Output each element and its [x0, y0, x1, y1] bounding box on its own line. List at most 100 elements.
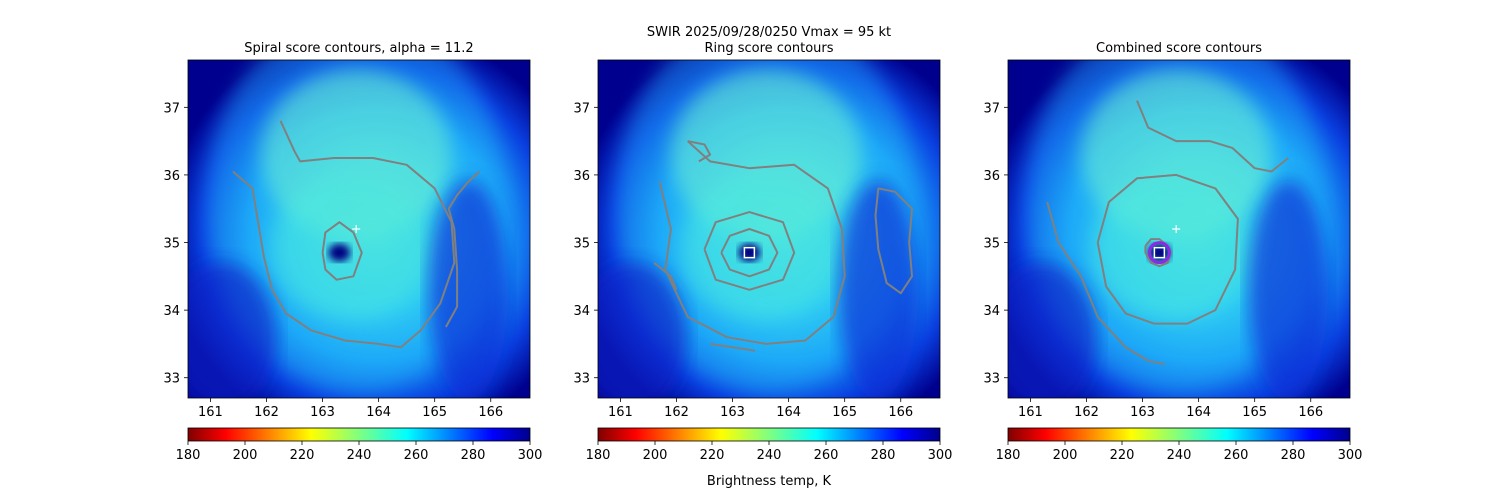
y-tick-label: 37 [983, 101, 1000, 116]
x-tick-label: 166 [1298, 405, 1323, 420]
satellite-image [598, 60, 940, 398]
x-tick-label: 163 [720, 405, 745, 420]
x-tick-label: 161 [198, 405, 223, 420]
center-box-marker [743, 246, 756, 259]
contour-group [232, 120, 481, 349]
colorbar-tick-label: 260 [814, 448, 839, 463]
colorbar-tick-label: 200 [1053, 448, 1078, 463]
score-contour-5 [687, 140, 712, 163]
colorbar-tick-label: 300 [518, 448, 543, 463]
colorbar [1007, 427, 1351, 442]
y-tick-label: 35 [983, 237, 1000, 252]
core-cold-tops [1090, 179, 1251, 320]
east-dry-slot [1248, 179, 1329, 398]
y-tick-label: 34 [983, 304, 1000, 319]
colorbar [187, 427, 531, 442]
satellite-image [1008, 60, 1350, 398]
y-tick-label: 36 [983, 169, 1000, 184]
score-contour-6 [653, 262, 678, 291]
score-contour-2 [703, 211, 796, 291]
axes-frame [597, 59, 941, 399]
y-tick-label: 33 [163, 372, 180, 387]
panel-title: Ring score contours [704, 41, 833, 56]
colorbar-tick-label: 260 [404, 448, 429, 463]
colorbar-tick-label: 200 [643, 448, 668, 463]
colorbar-label: Brightness temp, K [707, 474, 832, 489]
y-tick-label: 34 [163, 304, 180, 319]
colorbar-tick-label: 280 [871, 448, 896, 463]
x-tick-label: 164 [1186, 405, 1211, 420]
score-contour-2 [321, 221, 363, 281]
panel-1: Spiral score contours, alpha = 11.2 161 16… [163, 41, 543, 463]
y-tick-label: 35 [573, 237, 590, 252]
score-contour-3 [658, 140, 846, 345]
x-tick-label: 164 [776, 405, 801, 420]
x-tick-label: 164 [366, 405, 391, 420]
score-contour-2 [1096, 173, 1239, 325]
contour-group [653, 140, 913, 352]
combined-score-ring [1147, 241, 1171, 265]
east-dry-slot [838, 179, 919, 398]
colorbar-tick-label: 240 [1167, 448, 1192, 463]
x-tick-label: 165 [422, 405, 447, 420]
east-dry-slot [428, 179, 509, 398]
x-tick-label: 166 [888, 405, 913, 420]
x-tick-label: 162 [254, 405, 279, 420]
satellite-image [188, 60, 530, 398]
colorbar-tick-label: 220 [1110, 448, 1135, 463]
y-tick-label: 33 [573, 372, 590, 387]
x-tick-label: 161 [1018, 405, 1043, 420]
x-tick-label: 161 [608, 405, 633, 420]
colorbar-tick-label: 300 [928, 448, 953, 463]
storm-eye [328, 243, 351, 262]
axes-frame [1007, 59, 1351, 399]
x-tick-label: 165 [1242, 405, 1267, 420]
colorbar [597, 427, 941, 442]
panel-2: Ring score contours 161 162 163 164 165 166 33 3… [573, 41, 953, 463]
score-contour-1 [1046, 201, 1166, 366]
axes-frame [187, 59, 531, 399]
core-cold-tops [270, 179, 431, 320]
score-contour-7 [709, 342, 756, 352]
x-tick-label: 162 [1074, 405, 1099, 420]
y-tick-label: 34 [573, 304, 590, 319]
x-tick-label: 165 [832, 405, 857, 420]
y-tick-label: 37 [163, 101, 180, 116]
colorbar-tick-label: 200 [233, 448, 258, 463]
score-contour-3 [445, 170, 481, 328]
x-tick-label: 162 [664, 405, 689, 420]
southwest-dry-slot [598, 262, 687, 398]
panel-title: Combined score contours [1096, 41, 1262, 56]
x-tick-label: 166 [478, 405, 503, 420]
score-contour-1 [720, 228, 779, 278]
colorbar-tick-label: 180 [996, 448, 1021, 463]
y-tick-label: 36 [573, 169, 590, 184]
panel-title: Spiral score contours, alpha = 11.2 [244, 41, 473, 56]
panel-3: Combined score contours 161 162 163 164 165 16… [983, 41, 1363, 463]
colorbar-tick-label: 280 [1281, 448, 1306, 463]
southwest-dry-slot [1008, 262, 1097, 398]
southwest-dry-slot [188, 262, 277, 398]
score-contour-4 [874, 187, 913, 295]
contour-group [1046, 100, 1289, 366]
center-box-marker [1153, 246, 1166, 259]
colorbar-tick-label: 280 [461, 448, 486, 463]
score-contour-1 [232, 120, 456, 349]
x-tick-label: 163 [1130, 405, 1155, 420]
colorbar-tick-label: 240 [347, 448, 372, 463]
x-tick-label: 163 [310, 405, 335, 420]
colorbar-tick-label: 220 [290, 448, 315, 463]
colorbar-tick-label: 240 [757, 448, 782, 463]
score-contour-3 [1136, 100, 1289, 173]
y-tick-label: 33 [983, 372, 1000, 387]
y-tick-label: 35 [163, 237, 180, 252]
colorbar-tick-label: 300 [1338, 448, 1363, 463]
panels: Spiral score contours, alpha = 11.2 161 16… [163, 41, 1363, 463]
storm-eye [738, 243, 761, 262]
colorbar-tick-label: 180 [586, 448, 611, 463]
colorbar-tick-label: 220 [700, 448, 725, 463]
figure-suptitle: SWIR 2025/09/28/0250 Vmax = 95 kt [647, 25, 891, 40]
core-cold-tops [680, 179, 841, 320]
